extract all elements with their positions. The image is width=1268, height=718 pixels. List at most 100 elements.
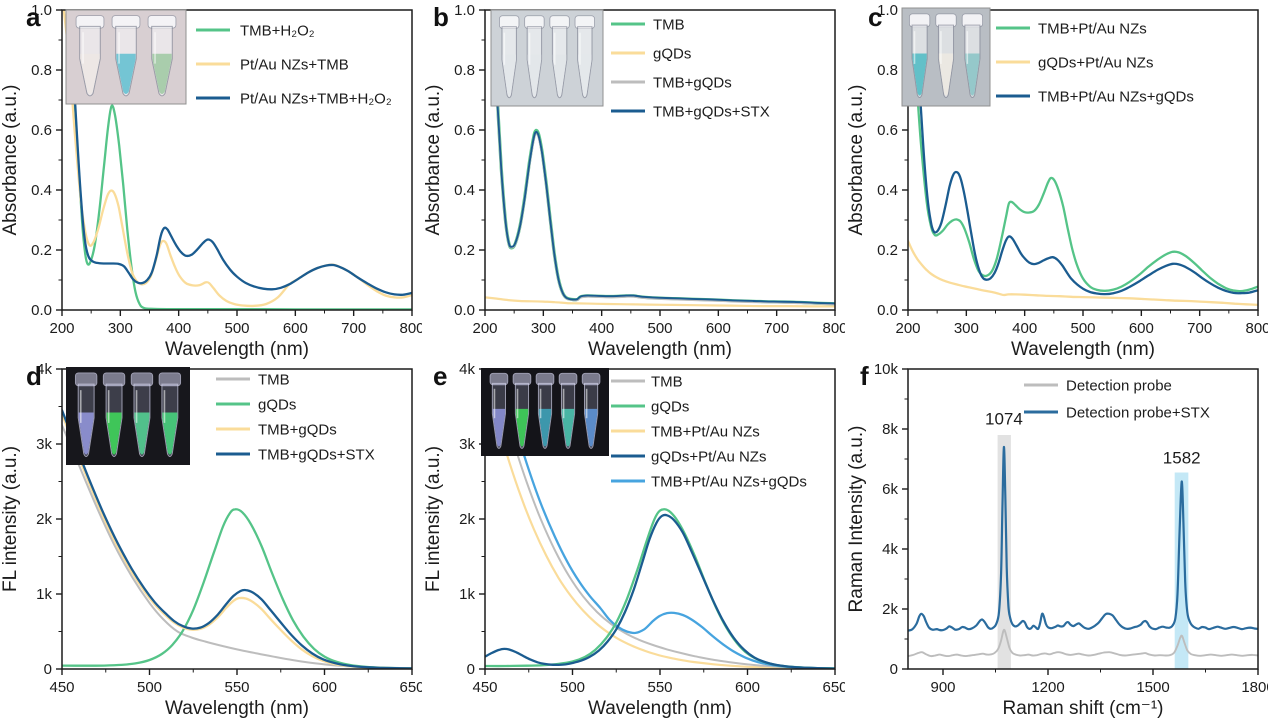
- y-axis-title: Raman Intensity (a.u.): [846, 426, 867, 613]
- inset-photo: [66, 367, 190, 465]
- tube-liquid: [561, 408, 575, 447]
- x-tick-label: 600: [312, 679, 337, 696]
- y-tick-label: 3k: [36, 436, 52, 453]
- x-tick-label: 600: [735, 679, 760, 696]
- x-tick-label: 1500: [1136, 679, 1169, 696]
- tube-liquid: [78, 412, 94, 455]
- y-axis-title: FL intensity (a.u.): [423, 446, 444, 592]
- x-axis: 450 500 550 600 650 Wavelength (nm): [472, 669, 845, 718]
- x-tick-label: 1200: [1031, 679, 1064, 696]
- y-axis-title: Absorbance (a.u.): [846, 84, 867, 235]
- x-tick-label: 800: [1245, 320, 1268, 337]
- inset-photo: [65, 9, 187, 105]
- y-tick-label: 2k: [36, 511, 52, 528]
- series-Pt/Au NZs+TMB+H2O2: [68, 10, 412, 296]
- y-tick-label: 0.4: [877, 182, 898, 199]
- tube-liquid: [116, 53, 136, 95]
- y-tick-label: 0: [890, 661, 898, 678]
- legend-label: TMB+Pt/Au NZs: [1038, 21, 1147, 38]
- legend: TMB+Pt/Au NZs gQDs+Pt/Au NZs TMB+Pt/Au NZs…: [996, 21, 1194, 106]
- y-tick-label: 3k: [459, 436, 475, 453]
- tube-liquid: [578, 54, 592, 96]
- x-tick-label: 600: [706, 320, 731, 337]
- y-tick-label: 1.0: [31, 2, 52, 19]
- y-axis: 0 2k 4k 6k 8k 10k Raman Intensity (a.u.): [846, 361, 908, 678]
- x-tick-label: 400: [589, 320, 614, 337]
- x-axis-title: Wavelength (nm): [588, 339, 732, 359]
- legend-label: Detection probe+STX: [1066, 405, 1210, 422]
- x-tick-label: 550: [647, 679, 672, 696]
- legend-label: TMB: [653, 17, 685, 34]
- series-TMB+Pt/Au NZs+gQDs: [498, 369, 835, 669]
- panel-d-chart: 450 500 550 600 650 Wavelength (nm) 0 1k 2k 3k 4k F…: [0, 361, 422, 718]
- y-tick-label: 4k: [882, 541, 898, 558]
- panel-letter-d: d: [26, 361, 42, 391]
- series-group: [62, 10, 412, 310]
- x-tick-label: 400: [166, 320, 191, 337]
- x-tick-label: 650: [822, 679, 845, 696]
- x-axis: 900 1200 1500 1800 Raman shift (cm⁻¹): [930, 669, 1268, 718]
- peak-annotation: 1074: [985, 410, 1023, 429]
- panel-letter-b: b: [433, 2, 449, 32]
- y-axis: 0 1k 2k 3k 4k FL intensity (a.u.): [0, 361, 62, 678]
- legend-label: Pt/Au NZs+TMB: [240, 57, 349, 74]
- legend-label: TMB+Pt/Au NZs: [651, 424, 760, 441]
- y-tick-label: 0.6: [31, 122, 52, 139]
- x-tick-label: 550: [224, 679, 249, 696]
- y-tick-label: 0.6: [877, 122, 898, 139]
- legend-label: TMB+Pt/Au NZs+gQDs: [1038, 89, 1194, 106]
- legend-label: gQDs+Pt/Au NZs: [1038, 55, 1153, 72]
- series-gQDs: [62, 508, 412, 669]
- y-tick-label: 0.2: [31, 242, 52, 259]
- legend-label: gQDs+Pt/Au NZs: [651, 449, 766, 466]
- series-TMB+gQDs+STX: [490, 10, 835, 305]
- series-group: [62, 409, 412, 669]
- x-axis: 200 300 400 500 600 700 800 Wavelength (nm): [472, 310, 845, 359]
- series-gQDs: [485, 508, 835, 669]
- tube-cap: [74, 372, 98, 387]
- series-TMB+Pt/Au NZs: [908, 10, 1258, 293]
- y-tick-label: 0.2: [454, 242, 475, 259]
- inset-photo: [481, 368, 609, 456]
- x-axis: 200 300 400 500 600 700 800 Wavelength (nm): [895, 310, 1268, 359]
- legend-label: Detection probe: [1066, 378, 1172, 395]
- y-tick-label: 0.4: [454, 182, 475, 199]
- y-tick-label: 1.0: [454, 2, 475, 19]
- x-tick-label: 500: [1070, 320, 1095, 337]
- tube-liquid: [552, 54, 567, 96]
- y-axis: 0.0 0.2 0.4 0.6 0.8 1.0 Absorbance (a.u.): [423, 2, 485, 319]
- y-tick-label: 0.8: [454, 62, 475, 79]
- tube-cap: [130, 372, 154, 387]
- x-tick-label: 500: [137, 679, 162, 696]
- y-tick-label: 2k: [459, 511, 475, 528]
- y-axis: 0 1k 2k 3k 4k FL intensity (a.u.): [423, 361, 485, 678]
- x-axis-title: Wavelength (nm): [588, 698, 732, 718]
- x-tick-label: 800: [822, 320, 845, 337]
- x-tick-label: 400: [1012, 320, 1037, 337]
- y-axis-title: FL intensity (a.u.): [0, 446, 21, 592]
- tube-liquid: [80, 53, 100, 95]
- y-tick-label: 4k: [459, 361, 475, 378]
- x-tick-label: 600: [1129, 320, 1154, 337]
- y-tick-label: 0.4: [31, 182, 52, 199]
- x-axis: 450 500 550 600 650 Wavelength (nm): [49, 669, 422, 718]
- tube-cap: [489, 372, 509, 386]
- x-tick-label: 700: [764, 320, 789, 337]
- x-tick-label: 500: [224, 320, 249, 337]
- y-tick-label: 0.6: [454, 122, 475, 139]
- tube-cap: [581, 372, 601, 386]
- x-tick-label: 200: [895, 320, 920, 337]
- tube-cap: [102, 372, 126, 387]
- x-tick-label: 800: [399, 320, 422, 337]
- series-TMB+Pt/Au NZs+gQDs: [913, 10, 1258, 296]
- x-tick-label: 1800: [1241, 679, 1268, 696]
- tube-liquid: [965, 53, 980, 96]
- y-tick-label: 0.8: [31, 62, 52, 79]
- series-group: [908, 10, 1258, 307]
- tube-liquid: [538, 408, 552, 447]
- y-tick-label: 10k: [874, 361, 899, 378]
- x-tick-label: 600: [283, 320, 308, 337]
